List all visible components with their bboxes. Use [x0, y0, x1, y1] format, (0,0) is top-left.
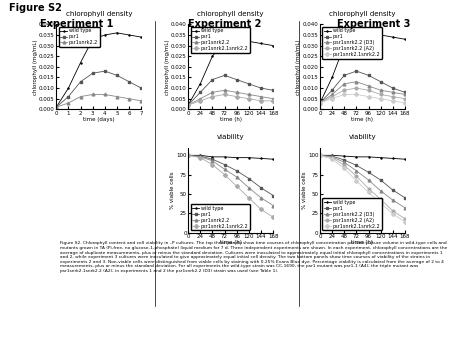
- X-axis label: time (h): time (h): [351, 117, 373, 122]
- Y-axis label: chlorophyll (mg/mL): chlorophyll (mg/mL): [165, 39, 170, 95]
- X-axis label: time (h): time (h): [220, 240, 242, 245]
- X-axis label: time (h): time (h): [351, 240, 373, 245]
- Text: Experiment 3: Experiment 3: [337, 19, 410, 29]
- Text: Experiment 2: Experiment 2: [188, 19, 262, 29]
- Y-axis label: chlorophyll (mg/mL): chlorophyll (mg/mL): [33, 39, 38, 95]
- Y-axis label: % viable cells: % viable cells: [302, 171, 306, 209]
- X-axis label: time (h): time (h): [220, 117, 242, 122]
- Legend: wild type, psr1, psr1snrk2.2 (D3), psr1snrk2.2 (A2), psr1snrk2.1snrk2.2: wild type, psr1, psr1snrk2.2 (D3), psr1s…: [322, 27, 382, 58]
- Legend: wild type, psr1, psr1snrk2.2, psr1snrk2.1snrk2.2: wild type, psr1, psr1snrk2.2, psr1snrk2.…: [190, 204, 250, 230]
- X-axis label: time (days): time (days): [83, 117, 115, 122]
- Y-axis label: % viable cells: % viable cells: [170, 171, 175, 209]
- Title: chlorophyll density: chlorophyll density: [66, 11, 132, 17]
- Y-axis label: chlorophyll (mg/mL): chlorophyll (mg/mL): [297, 39, 302, 95]
- Text: Figure S2. Chlorophyll content and cell viability in –P cultures. The top three : Figure S2. Chlorophyll content and cell …: [60, 242, 447, 273]
- Text: Figure S2: Figure S2: [9, 3, 62, 14]
- Title: chlorophyll density: chlorophyll density: [198, 11, 264, 17]
- Title: viability: viability: [217, 134, 244, 140]
- Text: Experiment 1: Experiment 1: [40, 19, 113, 29]
- Legend: wild type, psr1, psr1snrk2.2, psr1snrk2.1snrk2.2: wild type, psr1, psr1snrk2.2, psr1snrk2.…: [190, 27, 250, 53]
- Title: chlorophyll density: chlorophyll density: [329, 11, 396, 17]
- Title: viability: viability: [349, 134, 376, 140]
- Legend: wild type, psr1, psr1snrk2.2: wild type, psr1, psr1snrk2.2: [58, 27, 99, 47]
- Legend: wild type, psr1, psr1snrk2.2 (D3), psr1snrk2.2 (A2), psr1snrk2.1snrk2.2: wild type, psr1, psr1snrk2.2 (D3), psr1s…: [322, 198, 382, 230]
